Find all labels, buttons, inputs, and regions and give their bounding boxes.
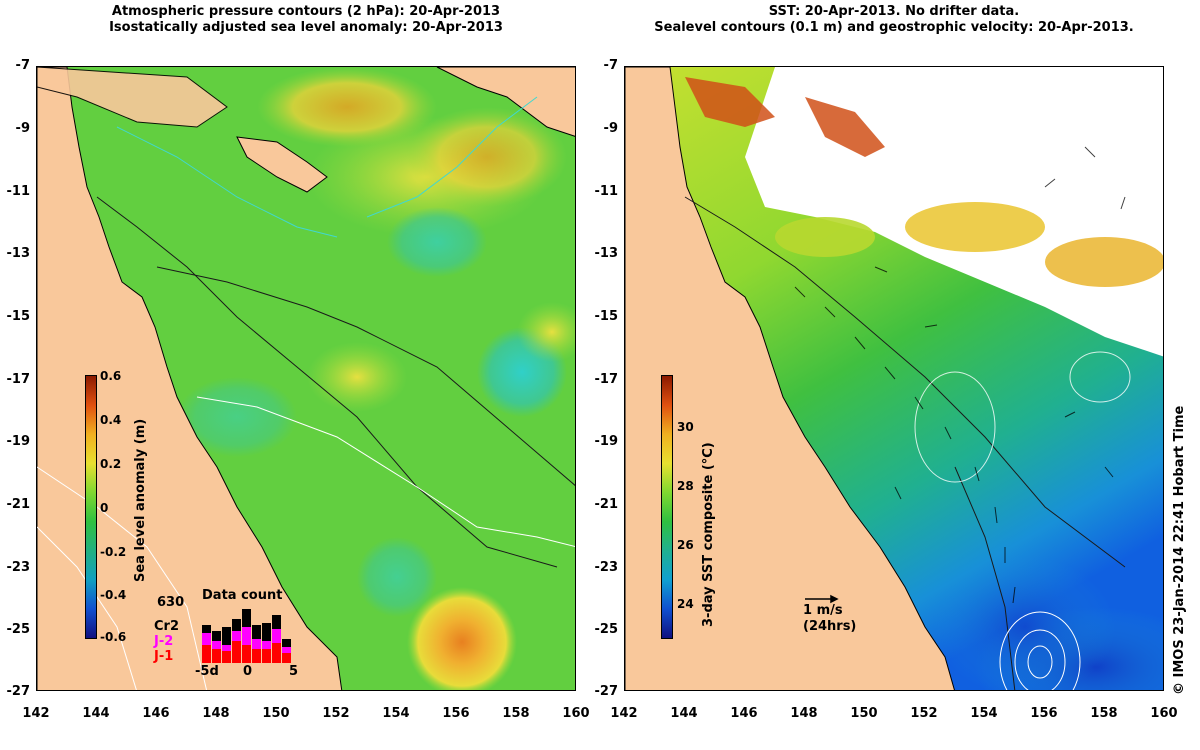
right-xtick: 156 bbox=[1030, 706, 1058, 721]
right-colorbar-tick-3: 24 bbox=[677, 597, 694, 611]
left-map-plot: 0.6 0.4 0.2 0 -0.2 -0.4 -0.6 Sea level a… bbox=[36, 66, 576, 691]
right-xtick: 146 bbox=[730, 706, 758, 721]
data-count-xtick-1: 0 bbox=[243, 664, 253, 679]
left-ytick: -27 bbox=[6, 684, 31, 699]
left-colorbar-tick-5: -0.4 bbox=[100, 588, 127, 602]
left-xtick: 156 bbox=[442, 706, 470, 721]
right-colorbar-tick-0: 30 bbox=[677, 420, 694, 434]
data-count-title: Data count bbox=[202, 588, 283, 603]
left-colorbar-tick-1: 0.4 bbox=[100, 413, 122, 427]
scale-arrow bbox=[805, 594, 839, 604]
right-colorbar-tick-1: 28 bbox=[677, 479, 694, 493]
right-colorbar-label: 3-day SST composite (°C) bbox=[701, 442, 716, 627]
data-count-sat3: J-1 bbox=[154, 649, 174, 664]
left-colorbar-tick-3: 0 bbox=[100, 501, 109, 515]
right-xtick: 152 bbox=[910, 706, 938, 721]
left-xtick: 160 bbox=[562, 706, 590, 721]
right-ytick: -11 bbox=[594, 184, 619, 199]
data-count-xtick-0: -5d bbox=[195, 664, 219, 679]
data-count-xtick-2: 5 bbox=[289, 664, 299, 679]
right-ytick: -21 bbox=[594, 497, 619, 512]
left-colorbar-tick-4: -0.2 bbox=[100, 545, 127, 559]
right-ytick: -25 bbox=[594, 622, 619, 637]
right-map-plot: 30 28 26 24 3-day SST composite (°C) 1 m… bbox=[624, 66, 1164, 691]
left-colorbar bbox=[85, 375, 97, 639]
right-xtick: 150 bbox=[850, 706, 878, 721]
right-ytick: -23 bbox=[594, 560, 619, 575]
right-xtick: 148 bbox=[790, 706, 818, 721]
scale-arrow-sublabel: (24hrs) bbox=[803, 619, 857, 634]
left-colorbar-label: Sea level anomaly (m) bbox=[133, 418, 148, 582]
right-colorbar-tick-2: 26 bbox=[677, 538, 694, 552]
left-ytick: -23 bbox=[6, 560, 31, 575]
right-xtick: 144 bbox=[670, 706, 698, 721]
right-xtick: 142 bbox=[610, 706, 638, 721]
credit-text: © IMOS 23-Jan-2014 22:41 Hobart Time bbox=[1172, 405, 1187, 695]
left-ytick: -21 bbox=[6, 497, 31, 512]
left-ytick: -11 bbox=[6, 184, 31, 199]
left-xtick: 152 bbox=[322, 706, 350, 721]
sea-level-anomaly-map bbox=[37, 67, 575, 690]
left-ytick: -25 bbox=[6, 622, 31, 637]
scale-arrow-label: 1 m/s bbox=[803, 603, 843, 618]
left-xtick: 148 bbox=[202, 706, 230, 721]
left-xtick: 142 bbox=[22, 706, 50, 721]
data-count-sat2: J-2 bbox=[154, 634, 174, 649]
left-ytick: -7 bbox=[15, 58, 30, 73]
right-ytick: -13 bbox=[594, 246, 619, 261]
left-ytick: -15 bbox=[6, 309, 31, 324]
right-title-line2: Sealevel contours (0.1 m) and geostrophi… bbox=[654, 20, 1134, 35]
left-ytick: -13 bbox=[6, 246, 31, 261]
left-ytick: -17 bbox=[6, 372, 31, 387]
left-xtick: 144 bbox=[82, 706, 110, 721]
left-xtick: 158 bbox=[502, 706, 530, 721]
data-count-sat1: Cr2 bbox=[154, 619, 179, 634]
right-ytick: -17 bbox=[594, 372, 619, 387]
right-title-line1: SST: 20-Apr-2013. No drifter data. bbox=[768, 4, 1020, 19]
left-xtick: 154 bbox=[382, 706, 410, 721]
left-title-line2: Isostatically adjusted sea level anomaly… bbox=[109, 20, 503, 35]
sst-map bbox=[625, 67, 1163, 690]
left-colorbar-tick-2: 0.2 bbox=[100, 457, 122, 471]
right-ytick: -7 bbox=[603, 58, 618, 73]
data-count-histogram bbox=[202, 609, 291, 663]
right-title: SST: 20-Apr-2013. No drifter data. Seale… bbox=[624, 4, 1164, 36]
left-xtick: 150 bbox=[262, 706, 290, 721]
data-count-total: 630 bbox=[157, 595, 185, 610]
right-xtick: 154 bbox=[970, 706, 998, 721]
left-xtick: 146 bbox=[142, 706, 170, 721]
left-title-line1: Atmospheric pressure contours (2 hPa): 2… bbox=[111, 4, 501, 19]
right-ytick: -15 bbox=[594, 309, 619, 324]
right-ytick: -19 bbox=[594, 434, 619, 449]
right-ytick: -9 bbox=[603, 121, 618, 136]
left-ytick: -19 bbox=[6, 434, 31, 449]
left-colorbar-tick-6: -0.6 bbox=[100, 630, 127, 644]
right-ytick: -27 bbox=[594, 684, 619, 699]
right-xtick: 160 bbox=[1150, 706, 1178, 721]
right-xtick: 158 bbox=[1090, 706, 1118, 721]
left-colorbar-tick-0: 0.6 bbox=[100, 369, 122, 383]
left-title: Atmospheric pressure contours (2 hPa): 2… bbox=[36, 4, 576, 36]
left-ytick: -9 bbox=[15, 121, 30, 136]
right-colorbar bbox=[661, 375, 673, 639]
